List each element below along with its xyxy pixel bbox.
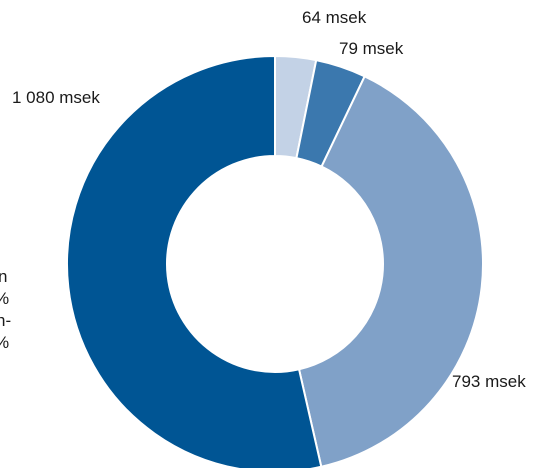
slice-label-1080: 1 080 msek: [12, 88, 100, 107]
side-text-line-1: n: [0, 267, 8, 286]
slice-label-64: 64 msek: [302, 8, 367, 27]
side-text-line-3: n-: [0, 311, 12, 330]
slice-label-793: 793 msek: [452, 372, 526, 391]
side-text-line-4: %: [0, 332, 9, 354]
donut-slice-1080: [66, 54, 323, 468]
slice-label-79: 79 msek: [339, 39, 404, 58]
donut-slice-793: [297, 74, 484, 468]
side-text-line-2: %: [0, 288, 9, 310]
